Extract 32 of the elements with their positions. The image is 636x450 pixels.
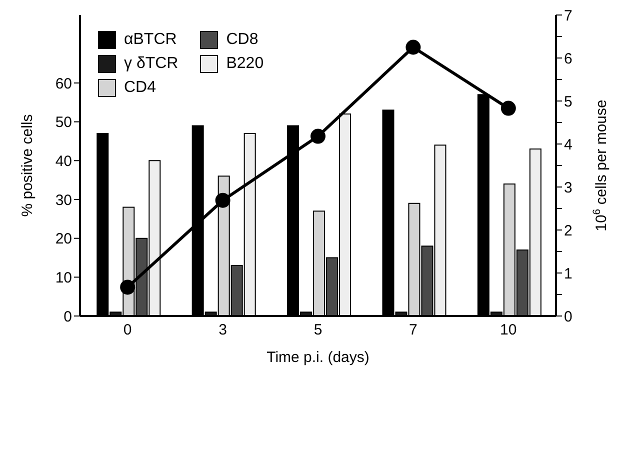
x-tick-label: 5 — [314, 322, 322, 339]
y2-tick-label: 2 — [564, 222, 572, 240]
point — [120, 280, 136, 295]
y-tick-label: 30 — [55, 192, 72, 209]
y2-tick-label: 4 — [564, 136, 572, 154]
y-tick-label: 10 — [55, 269, 72, 286]
legend-label: CD8 — [226, 31, 258, 49]
x-axis-title: Time p.i. (days) — [266, 349, 370, 366]
y-tick-label: 20 — [55, 230, 72, 248]
point — [215, 192, 230, 208]
x-tick-label: 7 — [409, 322, 418, 339]
y2-tick-label: 7 — [564, 7, 572, 24]
y-tick-label: 50 — [55, 114, 72, 132]
legend-label: B220 — [226, 55, 264, 73]
y-tick-label: 40 — [55, 152, 72, 170]
x-tick-label: 10 — [500, 322, 517, 339]
y2-tick-label: 6 — [564, 50, 572, 68]
legend-label: γ δTCR — [124, 55, 178, 73]
y-tick-label: 0 — [64, 308, 72, 326]
legend-label: αBTCR — [124, 31, 177, 49]
legend-label: CD4 — [124, 79, 156, 97]
y2-tick-label: 0 — [564, 308, 572, 326]
y2-tick-label: 3 — [564, 179, 572, 196]
point — [310, 128, 326, 144]
x-tick-label: 0 — [123, 322, 132, 339]
y-tick-label: 60 — [55, 75, 72, 92]
x-tick-label: 3 — [218, 322, 227, 339]
point — [500, 100, 516, 116]
y2-tick-label: 1 — [564, 265, 572, 282]
point — [406, 40, 421, 55]
y2-tick-label: 5 — [564, 93, 572, 110]
y-axis-title: % positive cells — [19, 114, 36, 217]
